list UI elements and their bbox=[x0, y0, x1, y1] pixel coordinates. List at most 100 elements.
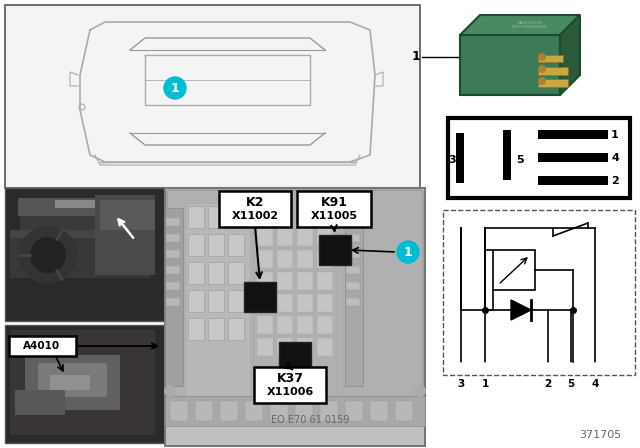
Circle shape bbox=[397, 241, 419, 263]
FancyBboxPatch shape bbox=[228, 234, 244, 256]
FancyBboxPatch shape bbox=[346, 266, 360, 274]
Circle shape bbox=[20, 227, 76, 283]
Circle shape bbox=[30, 237, 66, 273]
FancyBboxPatch shape bbox=[370, 401, 388, 421]
FancyBboxPatch shape bbox=[257, 206, 273, 224]
FancyBboxPatch shape bbox=[165, 188, 425, 446]
Text: X11002: X11002 bbox=[232, 211, 278, 221]
FancyBboxPatch shape bbox=[208, 206, 224, 228]
FancyBboxPatch shape bbox=[254, 367, 326, 403]
FancyBboxPatch shape bbox=[317, 250, 333, 268]
Text: 3: 3 bbox=[449, 155, 456, 165]
FancyBboxPatch shape bbox=[538, 153, 608, 162]
FancyBboxPatch shape bbox=[317, 206, 333, 224]
FancyBboxPatch shape bbox=[228, 206, 244, 228]
FancyBboxPatch shape bbox=[443, 210, 635, 375]
FancyBboxPatch shape bbox=[257, 250, 273, 268]
FancyBboxPatch shape bbox=[346, 282, 360, 290]
FancyBboxPatch shape bbox=[257, 294, 273, 312]
Text: 1: 1 bbox=[171, 82, 179, 95]
Circle shape bbox=[164, 385, 176, 397]
Text: 4: 4 bbox=[591, 379, 598, 389]
FancyBboxPatch shape bbox=[319, 235, 351, 265]
FancyBboxPatch shape bbox=[538, 67, 568, 75]
FancyBboxPatch shape bbox=[166, 250, 180, 258]
Text: 2: 2 bbox=[545, 379, 552, 389]
FancyBboxPatch shape bbox=[10, 230, 150, 238]
Text: BAYERISCHE
MOTORENWERKE: BAYERISCHE MOTORENWERKE bbox=[512, 21, 548, 29]
FancyBboxPatch shape bbox=[20, 198, 150, 233]
FancyBboxPatch shape bbox=[166, 266, 180, 274]
FancyBboxPatch shape bbox=[277, 316, 293, 334]
FancyBboxPatch shape bbox=[538, 130, 608, 139]
FancyBboxPatch shape bbox=[277, 228, 293, 246]
FancyBboxPatch shape bbox=[317, 338, 333, 356]
Circle shape bbox=[591, 363, 599, 371]
FancyBboxPatch shape bbox=[166, 234, 180, 242]
FancyBboxPatch shape bbox=[188, 318, 204, 340]
FancyBboxPatch shape bbox=[448, 118, 630, 198]
Circle shape bbox=[481, 363, 489, 371]
Text: 1: 1 bbox=[611, 130, 619, 140]
FancyBboxPatch shape bbox=[297, 250, 313, 268]
FancyBboxPatch shape bbox=[257, 272, 273, 290]
FancyBboxPatch shape bbox=[297, 272, 313, 290]
Text: X11005: X11005 bbox=[310, 211, 358, 221]
Circle shape bbox=[414, 385, 426, 397]
FancyBboxPatch shape bbox=[297, 316, 313, 334]
FancyBboxPatch shape bbox=[220, 401, 238, 421]
Text: 5: 5 bbox=[568, 379, 575, 389]
Polygon shape bbox=[511, 300, 531, 320]
FancyBboxPatch shape bbox=[18, 198, 150, 216]
FancyBboxPatch shape bbox=[297, 294, 313, 312]
Text: K37: K37 bbox=[276, 371, 303, 384]
FancyBboxPatch shape bbox=[346, 234, 360, 242]
FancyBboxPatch shape bbox=[208, 234, 224, 256]
FancyBboxPatch shape bbox=[38, 363, 107, 397]
Circle shape bbox=[457, 363, 465, 371]
FancyBboxPatch shape bbox=[317, 272, 333, 290]
FancyBboxPatch shape bbox=[188, 206, 204, 228]
FancyBboxPatch shape bbox=[188, 234, 204, 256]
FancyBboxPatch shape bbox=[166, 282, 180, 290]
Text: K91: K91 bbox=[321, 195, 348, 208]
FancyBboxPatch shape bbox=[538, 176, 608, 185]
Circle shape bbox=[538, 77, 546, 85]
FancyBboxPatch shape bbox=[297, 206, 313, 224]
FancyBboxPatch shape bbox=[493, 250, 535, 290]
Polygon shape bbox=[560, 15, 580, 95]
FancyBboxPatch shape bbox=[208, 290, 224, 312]
FancyBboxPatch shape bbox=[277, 272, 293, 290]
Circle shape bbox=[544, 363, 552, 371]
Circle shape bbox=[567, 363, 575, 371]
FancyBboxPatch shape bbox=[5, 188, 165, 321]
FancyBboxPatch shape bbox=[346, 218, 360, 226]
FancyBboxPatch shape bbox=[253, 203, 343, 396]
Circle shape bbox=[538, 65, 546, 73]
FancyBboxPatch shape bbox=[297, 338, 313, 356]
Text: 5: 5 bbox=[516, 155, 524, 165]
FancyBboxPatch shape bbox=[5, 325, 165, 443]
FancyBboxPatch shape bbox=[166, 298, 180, 306]
FancyBboxPatch shape bbox=[277, 294, 293, 312]
FancyBboxPatch shape bbox=[228, 290, 244, 312]
FancyBboxPatch shape bbox=[185, 203, 250, 396]
FancyBboxPatch shape bbox=[297, 191, 371, 227]
Text: 1: 1 bbox=[404, 246, 412, 258]
FancyBboxPatch shape bbox=[100, 200, 155, 230]
FancyBboxPatch shape bbox=[208, 262, 224, 284]
FancyBboxPatch shape bbox=[317, 316, 333, 334]
FancyBboxPatch shape bbox=[166, 218, 180, 226]
FancyBboxPatch shape bbox=[50, 375, 90, 390]
FancyBboxPatch shape bbox=[345, 401, 363, 421]
FancyBboxPatch shape bbox=[5, 5, 420, 188]
FancyBboxPatch shape bbox=[345, 208, 363, 386]
FancyBboxPatch shape bbox=[277, 338, 293, 356]
FancyBboxPatch shape bbox=[456, 133, 464, 183]
FancyBboxPatch shape bbox=[257, 338, 273, 356]
FancyBboxPatch shape bbox=[10, 238, 150, 278]
FancyBboxPatch shape bbox=[297, 228, 313, 246]
Text: 3: 3 bbox=[458, 379, 465, 389]
Circle shape bbox=[164, 77, 186, 99]
FancyBboxPatch shape bbox=[95, 195, 155, 275]
